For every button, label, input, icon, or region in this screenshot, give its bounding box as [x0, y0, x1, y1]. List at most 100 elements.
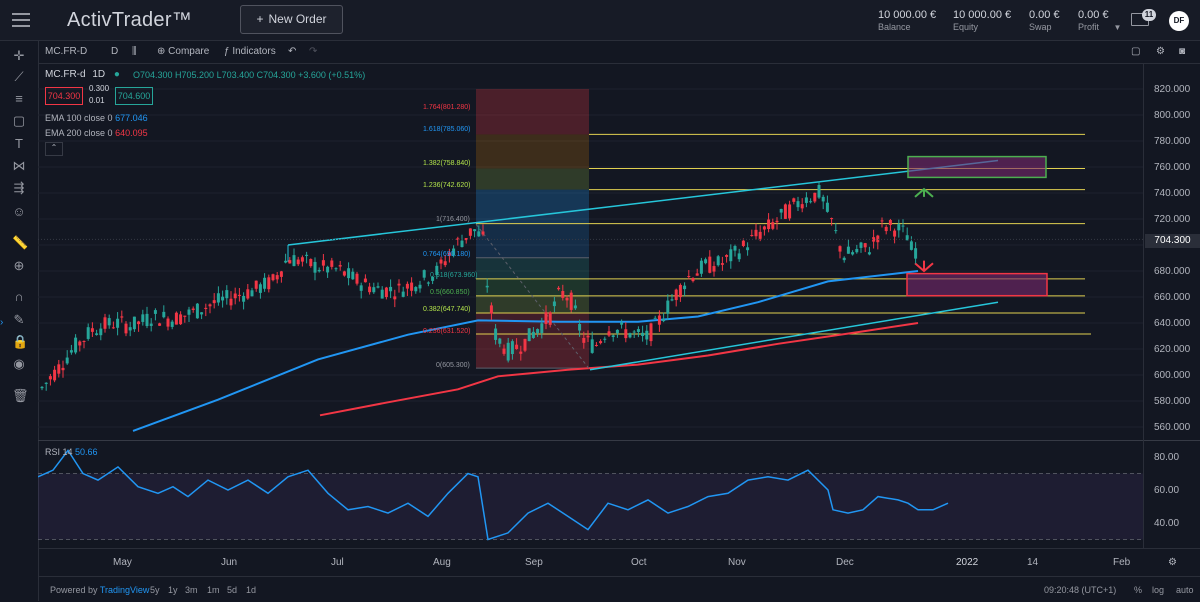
candle-body: [99, 328, 103, 336]
range-1y[interactable]: 1y: [168, 585, 178, 595]
candle-body: [762, 226, 766, 230]
candle-body: [897, 224, 901, 231]
time-axis[interactable]: [38, 548, 1200, 577]
candle-body: [410, 282, 414, 291]
candle-body: [531, 331, 535, 338]
compare-button[interactable]: ⊕ Compare: [157, 46, 210, 57]
spread-bottom: 0.01: [89, 96, 105, 105]
eye-icon[interactable]: ◉: [13, 356, 25, 371]
candle-body: [242, 295, 246, 302]
pane-separator[interactable]: [38, 440, 1200, 441]
rsi-line: [38, 449, 949, 541]
y-tick: 560.000: [1154, 422, 1191, 433]
candle-body: [208, 304, 212, 307]
candle-body: [426, 282, 430, 284]
zoom-icon[interactable]: ⊕: [13, 258, 25, 273]
undo-icon[interactable]: ↶: [288, 46, 297, 57]
equity-stat: 10 000.00 € Equity: [953, 9, 1012, 32]
ruler-icon[interactable]: 📏: [12, 235, 29, 250]
percent-toggle[interactable]: %: [1134, 585, 1143, 595]
candle-body: [548, 312, 552, 325]
indicators-button[interactable]: ƒ Indicators: [224, 46, 276, 57]
range-1d[interactable]: 1d: [246, 585, 257, 595]
candle-body: [216, 293, 220, 303]
axis-settings-icon[interactable]: ⚙: [1168, 557, 1177, 568]
trash-icon[interactable]: 🗑: [12, 388, 29, 403]
new-order-button[interactable]: + New Order: [240, 5, 343, 34]
candle-body: [132, 316, 136, 330]
settings-gear-icon[interactable]: ⚙: [1156, 46, 1165, 57]
sell-price-button[interactable]: 704.300: [45, 87, 83, 105]
candle-body: [632, 331, 636, 333]
lock-drawings-icon[interactable]: ✎: [13, 312, 25, 327]
fib-label: 1.764(801.280): [423, 104, 471, 111]
candle-body: [460, 240, 464, 248]
fullscreen-icon[interactable]: ▢: [1131, 46, 1141, 57]
candle-body: [691, 278, 695, 282]
rsi-y-tick: 80.00: [1154, 452, 1180, 463]
fib-icon[interactable]: ≡: [15, 91, 23, 106]
symbol-search[interactable]: MC.FR-D: [45, 46, 88, 57]
auto-toggle[interactable]: auto: [1176, 585, 1194, 595]
powered-by: Powered by TradingView: [50, 585, 150, 595]
candle-body: [636, 329, 640, 332]
y-tick: 600.000: [1154, 370, 1191, 381]
candle-type-icon[interactable]: ⫼: [132, 46, 137, 57]
range-5y[interactable]: 5y: [150, 585, 160, 595]
range-5d[interactable]: 5d: [227, 585, 238, 595]
candle-body: [775, 220, 779, 223]
clock[interactable]: 09:20:48 (UTC+1): [1044, 585, 1117, 595]
ohlc-values: O704.300 H705.200 L703.400 C704.300 +3.6…: [133, 70, 366, 80]
legend-collapse-icon[interactable]: ⌃: [45, 142, 63, 156]
buy-price-button[interactable]: 704.600: [115, 87, 153, 105]
text-icon[interactable]: T: [15, 136, 23, 151]
candle-body: [867, 252, 871, 255]
redo-icon[interactable]: ↷: [309, 46, 318, 57]
rectangle-icon[interactable]: ▢: [12, 113, 26, 128]
avatar[interactable]: DF: [1169, 11, 1189, 31]
crosshair-icon[interactable]: ✛: [13, 48, 25, 63]
candle-body: [229, 298, 233, 306]
y-tick: 720.000: [1154, 214, 1191, 225]
range-3m[interactable]: 3m: [185, 585, 198, 595]
rsi-pane[interactable]: [38, 441, 1143, 548]
log-toggle[interactable]: log: [1152, 585, 1165, 595]
collapse-arrow-icon[interactable]: ›: [0, 317, 4, 328]
arrow-down-icon: [914, 260, 934, 273]
candle-body: [813, 192, 817, 202]
magnet-icon[interactable]: ∩: [14, 289, 24, 304]
forecast-icon[interactable]: ⇶: [13, 180, 25, 195]
emoji-icon[interactable]: ☺: [12, 204, 26, 219]
interval-button[interactable]: D: [111, 46, 119, 57]
rsi-band: [38, 473, 1143, 540]
candle-body: [788, 204, 792, 219]
range-1m[interactable]: 1m: [207, 585, 220, 595]
candle-body: [309, 258, 313, 267]
pattern-icon[interactable]: ⋈: [12, 158, 26, 173]
candle-body: [48, 376, 52, 380]
candle-body: [372, 287, 376, 293]
candle-body: [771, 222, 775, 229]
trendline-icon[interactable]: ⟋: [14, 69, 24, 84]
candle-body: [830, 218, 834, 220]
x-tick: 14: [1027, 557, 1039, 568]
balance-stat: 10 000.00 € Balance: [878, 9, 937, 32]
candle-body: [401, 291, 405, 297]
candle-body: [393, 296, 397, 300]
candle-body: [821, 196, 825, 202]
candle-body: [758, 231, 762, 239]
fib-zone: [476, 334, 589, 369]
lock-icon[interactable]: 🔒: [12, 334, 29, 349]
fib-label: 1.382(758.840): [423, 160, 471, 167]
candle-body: [876, 235, 880, 243]
candle-body: [674, 289, 678, 301]
profit-stat[interactable]: 0.00 € Profit ▼: [1078, 9, 1122, 32]
candle-body: [456, 238, 460, 240]
candle-body: [767, 219, 771, 230]
price-axis[interactable]: [1143, 63, 1200, 548]
camera-icon[interactable]: ◙: [1179, 46, 1186, 57]
compare-icon: ⊕: [157, 46, 166, 57]
price-chart[interactable]: [38, 63, 1143, 440]
candle-body: [258, 284, 262, 293]
hamburger-menu-icon[interactable]: [12, 13, 30, 27]
